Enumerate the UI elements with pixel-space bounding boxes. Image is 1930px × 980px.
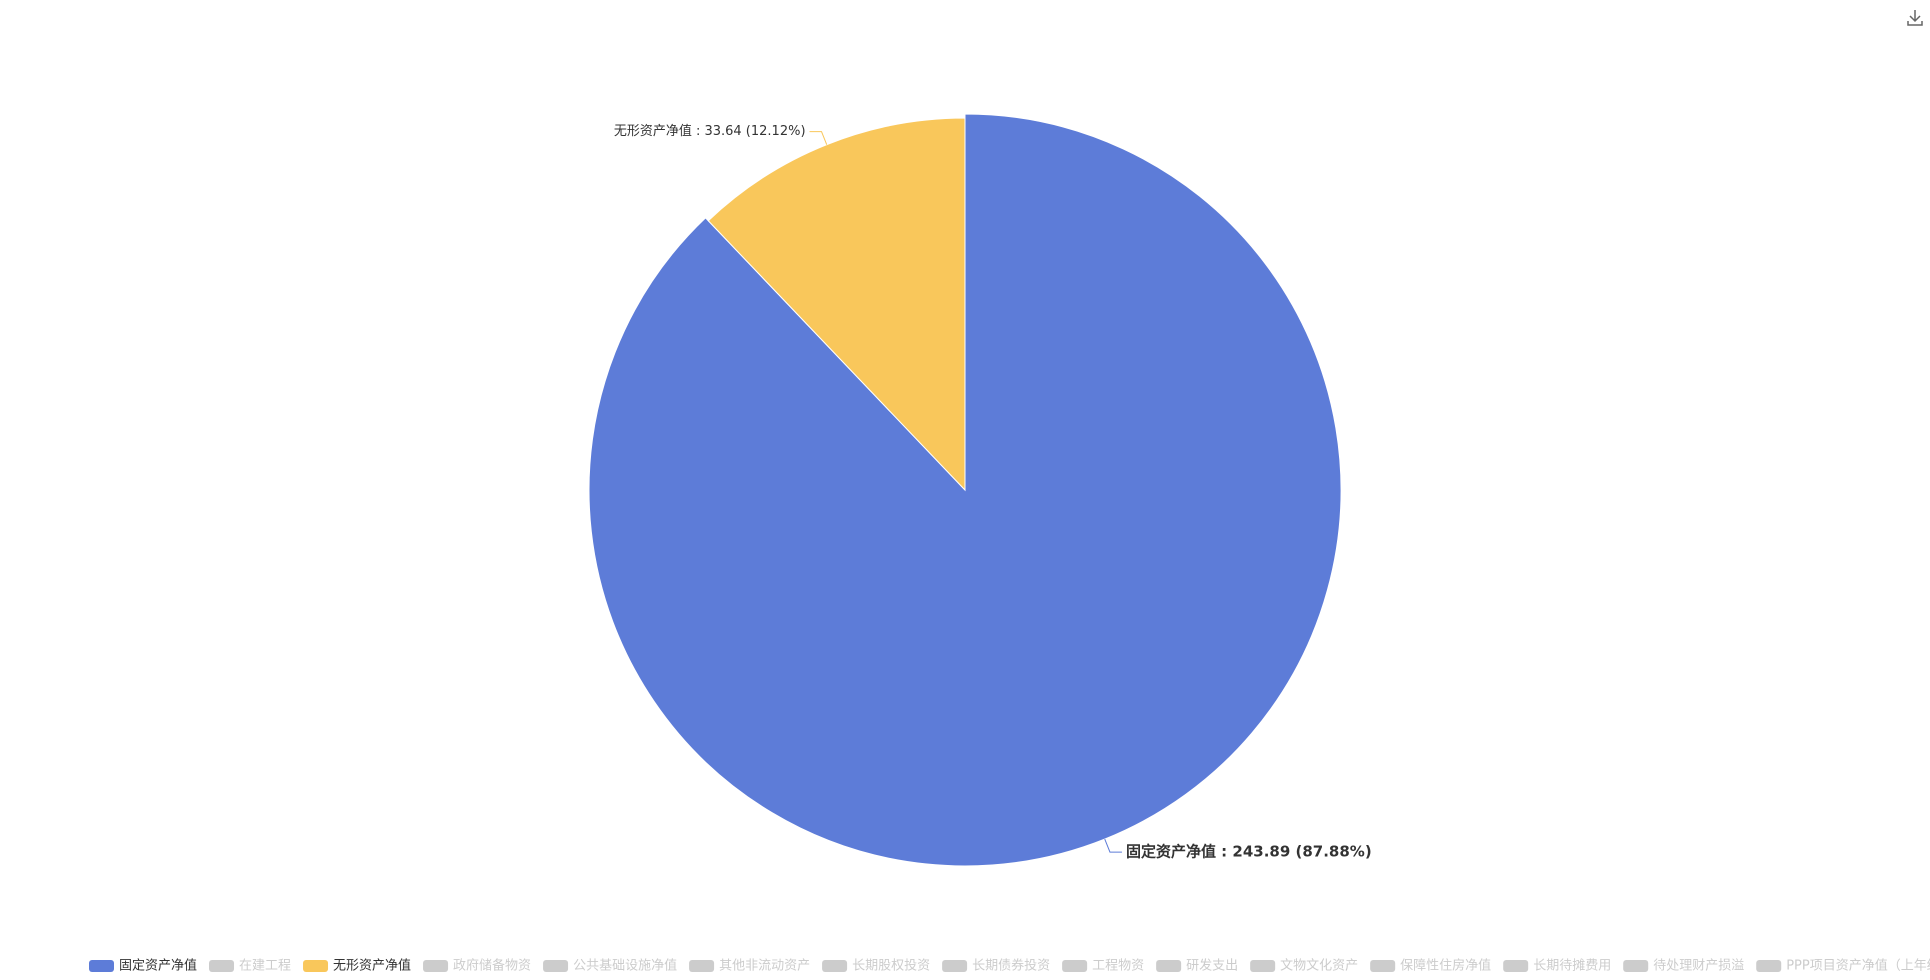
legend-label: 工程物资 [1092, 959, 1144, 974]
legend-item[interactable]: 工程物资 [1062, 959, 1144, 974]
legend-label: 文物文化资产 [1280, 959, 1358, 974]
legend-item[interactable]: 无形资产净值 [303, 958, 411, 974]
legend-icon [89, 960, 114, 972]
legend-item[interactable]: 其他非流动资产 [689, 959, 810, 974]
legend-label: 长期股权投资 [852, 958, 930, 974]
legend-label: 研发支出 [1186, 958, 1238, 974]
legend-icon [1250, 960, 1276, 972]
legend-icon [543, 960, 569, 972]
legend-label: 长期债券投资 [972, 958, 1050, 974]
legend-icon [942, 960, 968, 972]
label-line [1104, 838, 1122, 853]
pie-slice [588, 113, 1342, 867]
pie-slice [707, 117, 966, 492]
legend-label: 政府储备物资 [453, 958, 531, 974]
legend-label: PPP项目资产净值（上年结转） [1786, 958, 1930, 974]
legend-icon [1156, 960, 1182, 972]
legend-item[interactable]: 长期待摊费用 [1503, 959, 1611, 974]
legend-item[interactable]: 文物文化资产 [1250, 959, 1358, 974]
legend-icon [1370, 960, 1396, 972]
legend-label: 保障性住房净值 [1400, 958, 1491, 974]
legend-item[interactable]: 公共基础设施净值 [543, 958, 677, 974]
legend-label: 公共基础设施净值 [573, 958, 677, 974]
legend-icon [423, 960, 449, 972]
legend-icon [689, 960, 715, 972]
label-line [809, 131, 828, 145]
legend-item[interactable]: 政府储备物资 [423, 958, 531, 974]
legend-item[interactable]: 长期债券投资 [942, 958, 1050, 974]
legend-label: 无形资产净值 [333, 958, 411, 974]
legend-icon [303, 960, 329, 972]
legend-item[interactable]: 在建工程 [209, 959, 291, 974]
legend-icon [822, 960, 848, 972]
legend-item[interactable]: 待处理财产损溢 [1623, 959, 1744, 974]
legend-item[interactable]: 固定资产净值 [89, 958, 197, 974]
download-button[interactable] [1907, 10, 1923, 26]
legend-item[interactable]: 研发支出 [1156, 958, 1238, 974]
legend-label: 在建工程 [239, 959, 291, 974]
data-label: 无形资产净值 : 33.64 (12.12%) [614, 123, 806, 139]
legend-label: 长期待摊费用 [1533, 959, 1611, 974]
legend-label: 待处理财产损溢 [1653, 959, 1744, 974]
legend-item[interactable]: 长期股权投资 [822, 958, 930, 974]
legend-label: 其他非流动资产 [719, 959, 810, 974]
legend-icon [209, 960, 235, 972]
legend-icon [1503, 960, 1529, 972]
legend-item[interactable]: PPP项目资产净值（上年结转） [1756, 958, 1930, 974]
legend-icon [1623, 960, 1649, 972]
download-icon [1907, 10, 1923, 26]
legend-label: 固定资产净值 [119, 958, 197, 974]
legend-item[interactable]: 保障性住房净值 [1370, 958, 1491, 974]
data-label: 固定资产净值 : 243.89 (87.88%) [1126, 843, 1372, 861]
legend-icon [1062, 960, 1088, 972]
legend-icon [1756, 960, 1782, 972]
